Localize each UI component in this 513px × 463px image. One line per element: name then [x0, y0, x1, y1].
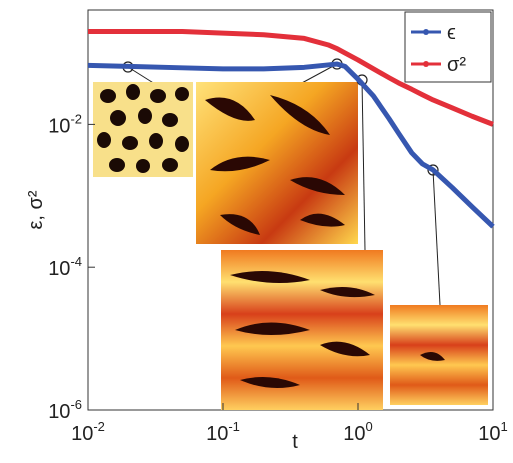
x-axis-label: t — [292, 431, 298, 453]
tick-exponent: -2 — [93, 419, 105, 434]
tick-label: 100 — [343, 419, 372, 445]
tick-base: 10 — [478, 423, 500, 445]
tick-base: 10 — [71, 423, 93, 445]
tick-label: 10-6 — [48, 397, 82, 423]
tick-exponent: 1 — [501, 419, 508, 434]
tick-base: 10 — [48, 115, 70, 137]
series-line — [88, 28, 494, 127]
tick-base: 10 — [206, 423, 228, 445]
legend-label: ϵ — [447, 22, 456, 44]
tick-base: 10 — [48, 258, 70, 280]
tick-base: 10 — [48, 401, 70, 423]
legend-label: σ² — [447, 54, 466, 76]
legend-box — [404, 11, 492, 83]
tick-exponent: -1 — [228, 419, 240, 434]
tick-label: 10-4 — [48, 254, 82, 280]
y-axis-label: ε, σ² — [25, 190, 47, 229]
series-line — [87, 61, 495, 229]
tick-exponent: -2 — [70, 111, 82, 126]
tick-base: 10 — [343, 423, 365, 445]
tick-label: 10-2 — [71, 419, 105, 445]
insets — [93, 63, 488, 410]
tick-exponent: -4 — [70, 254, 82, 269]
tick-exponent: -6 — [70, 397, 82, 412]
tick-label: 10-1 — [206, 419, 240, 445]
legend-marker — [423, 61, 429, 67]
tick-label: 10-2 — [48, 111, 82, 137]
legend-marker — [423, 29, 429, 35]
tick-label: 101 — [478, 419, 507, 445]
tick-exponent: 0 — [366, 419, 373, 434]
